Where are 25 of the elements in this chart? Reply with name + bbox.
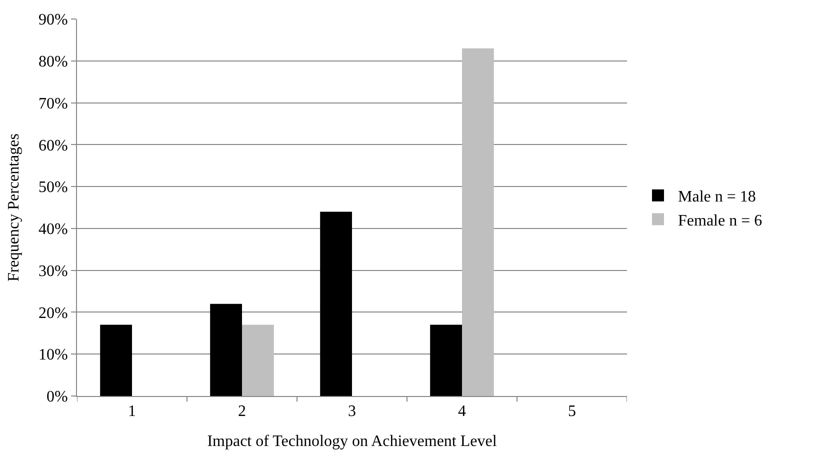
x-tick-label: 2 (238, 403, 246, 420)
y-tick-label: 70% (38, 95, 68, 112)
x-tick-label: 4 (458, 403, 466, 420)
legend-label: Male n = 18 (678, 188, 756, 206)
y-axis-title: Frequency Percentages (5, 134, 22, 282)
bar (430, 324, 462, 396)
y-tick-label: 80% (38, 53, 68, 70)
x-tick-label: 5 (568, 403, 576, 420)
y-tick-label: 20% (38, 304, 68, 322)
bar (242, 324, 274, 396)
x-axis-title: Impact of Technology on Achievement Level (207, 432, 498, 450)
bar (320, 212, 352, 396)
bar (100, 324, 132, 396)
legend-label: Female n = 6 (678, 212, 762, 230)
y-tick-label: 60% (38, 137, 68, 154)
y-tick-label: 50% (38, 179, 68, 196)
y-tick-label: 10% (38, 346, 68, 364)
y-tick-label: 90% (38, 12, 68, 29)
bar (210, 304, 242, 396)
x-tick-label: 3 (348, 403, 356, 420)
bar (462, 48, 494, 396)
x-tick-label: 1 (128, 403, 136, 420)
y-tick-label: 30% (38, 262, 68, 280)
y-tick-label: 0% (46, 388, 68, 406)
y-tick-label: 40% (38, 221, 68, 238)
